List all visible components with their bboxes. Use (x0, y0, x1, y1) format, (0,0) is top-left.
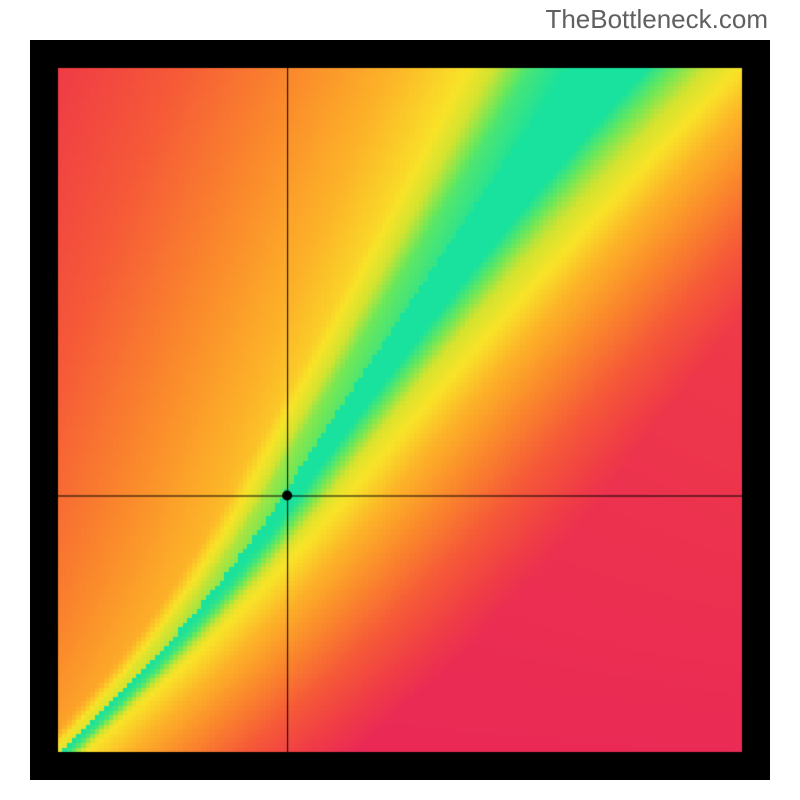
watermark-label: TheBottleneck.com (545, 4, 768, 35)
bottleneck-heatmap (30, 40, 770, 780)
